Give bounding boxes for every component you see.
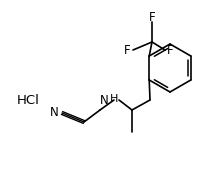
Text: F: F xyxy=(124,43,131,56)
Text: F: F xyxy=(167,43,174,56)
Text: N: N xyxy=(50,106,59,119)
Text: HCl: HCl xyxy=(16,93,39,106)
Text: F: F xyxy=(149,11,155,24)
Text: N: N xyxy=(100,93,109,106)
Text: H: H xyxy=(110,94,118,104)
